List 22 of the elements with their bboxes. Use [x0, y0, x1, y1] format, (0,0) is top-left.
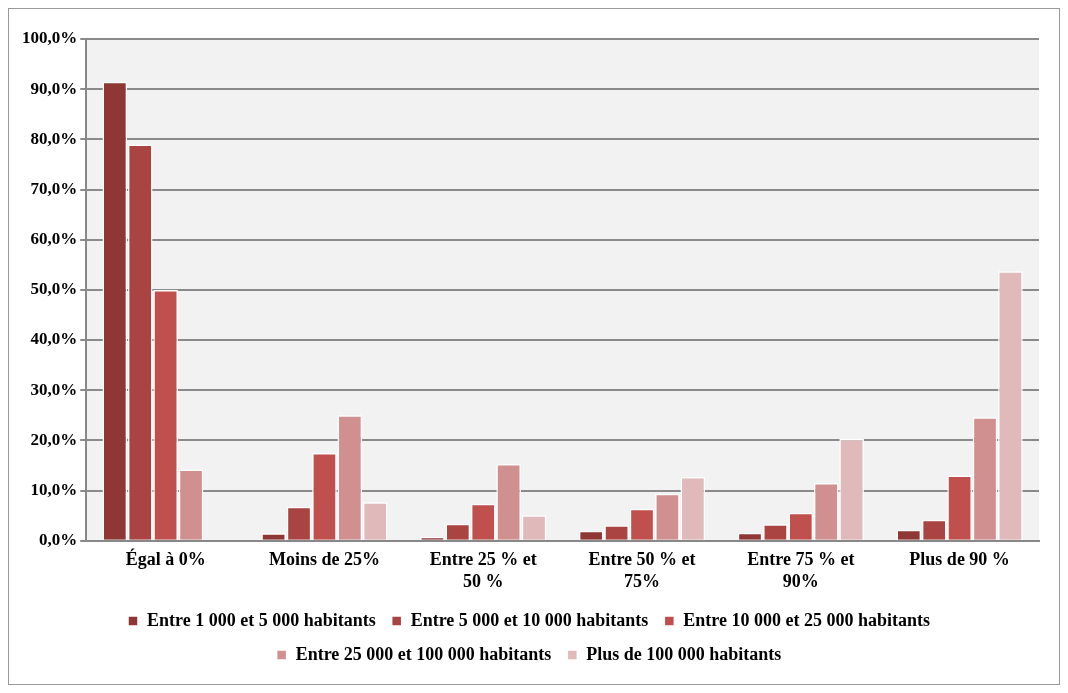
- legend-label: Entre 5 000 et 10 000 habitants: [410, 609, 649, 630]
- y-tick-label: 30,0%: [30, 379, 78, 399]
- y-tick-label: 40,0%: [30, 329, 78, 349]
- y-tick-label: 100,0%: [22, 28, 78, 48]
- y-tick-label: 20,0%: [30, 429, 78, 449]
- y-tick-label: 80,0%: [30, 128, 78, 148]
- x-tick-label: Entre 75 % et 90%: [747, 549, 855, 591]
- x-tick-label: Plus de 90 %: [909, 549, 1010, 570]
- y-tick-label: 60,0%: [30, 229, 78, 249]
- x-tick-label: Égal à 0%: [125, 548, 206, 570]
- y-tick-label: 10,0%: [30, 480, 78, 500]
- x-tick-label: Moins de 25%: [268, 549, 380, 570]
- x-tick-label: Entre 25 % et 50 %: [429, 549, 537, 591]
- legend-label: Plus de 100 000 habitants: [586, 643, 782, 664]
- legend-label: Entre 10 000 et 25 000 habitants: [683, 609, 931, 630]
- y-tick-label: 90,0%: [30, 78, 78, 98]
- legend-label: Entre 1 000 et 5 000 habitants: [146, 609, 376, 630]
- y-tick-label: 50,0%: [30, 279, 78, 299]
- x-tick-label: Entre 50 % et 75%: [588, 549, 696, 591]
- y-tick-label: 70,0%: [30, 178, 78, 198]
- legend-label: Entre 25 000 et 100 000 habitants: [295, 643, 552, 664]
- y-tick-label: 0,0%: [39, 530, 78, 550]
